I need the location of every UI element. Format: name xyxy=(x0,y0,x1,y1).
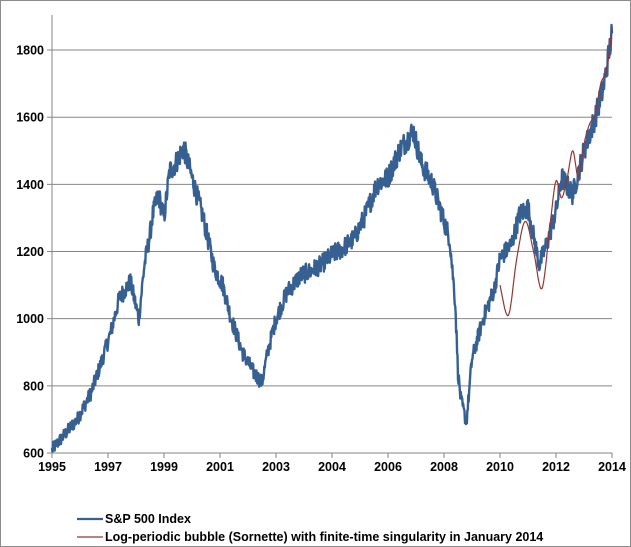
y-tick-labels: 600 800 1000 1200 1400 1600 1800 xyxy=(16,44,44,461)
y-tick-label: 800 xyxy=(23,379,44,393)
axes xyxy=(47,15,613,458)
x-tick-label: 2014 xyxy=(598,460,626,474)
legend: S&P 500 Index Log-periodic bubble (Sorne… xyxy=(77,512,543,544)
series-group xyxy=(50,23,614,453)
y-tick-label: 600 xyxy=(23,447,44,461)
series-line-sp500 xyxy=(50,23,614,453)
y-tick-label: 1800 xyxy=(16,44,44,58)
x-tick-label: 2001 xyxy=(206,460,234,474)
gridlines xyxy=(52,49,612,387)
y-tick-label: 1600 xyxy=(16,111,44,125)
legend-label-sp500: S&P 500 Index xyxy=(105,512,191,526)
x-tick-label: 2010 xyxy=(486,460,514,474)
y-tick-label: 1200 xyxy=(16,245,44,259)
legend-label-bubble: Log-periodic bubble (Sornette) with fini… xyxy=(105,530,543,544)
x-tick-labels: 1995 1997 1999 2001 2003 2004 2006 2008 2010 2012… xyxy=(38,460,626,474)
y-tick-label: 1000 xyxy=(16,312,44,326)
x-tick-label: 2006 xyxy=(374,460,402,474)
x-tick-label: 2008 xyxy=(430,460,458,474)
x-tick-label: 2003 xyxy=(262,460,290,474)
x-tick-label: 1997 xyxy=(94,460,122,474)
series-line-bubble xyxy=(499,29,613,317)
x-tick-label: 2004 xyxy=(318,460,346,474)
x-tick-label: 1999 xyxy=(150,460,178,474)
y-tick-label: 1400 xyxy=(16,178,44,192)
x-tick-label: 1995 xyxy=(38,460,66,474)
x-tick-label: 2012 xyxy=(542,460,570,474)
